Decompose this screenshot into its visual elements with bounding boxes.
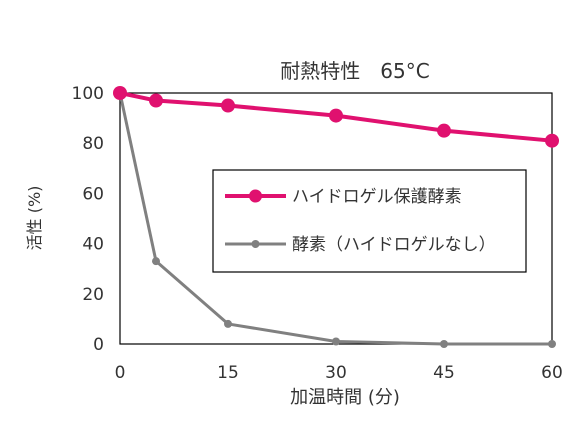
y-tick-label: 80 (82, 134, 104, 154)
data-point-series-1 (113, 86, 127, 100)
y-axis-ticks: 0 20 40 60 80 100 (72, 84, 104, 355)
y-tick-label: 0 (93, 335, 104, 355)
x-tick-label: 0 (115, 363, 126, 383)
data-point-series-1 (545, 133, 559, 148)
x-tick-label: 60 (541, 363, 563, 383)
x-tick-label: 45 (433, 363, 455, 383)
x-axis-label: 加温時間 (分) (290, 387, 400, 408)
data-point-series-1 (329, 108, 343, 123)
legend-swatch-marker-2 (251, 240, 260, 248)
chart-title: 耐熱特性 65°C (280, 59, 429, 83)
y-tick-label: 20 (82, 285, 104, 305)
data-point-series-1 (437, 123, 451, 138)
y-tick-label: 100 (72, 84, 104, 104)
data-point-series-2 (332, 337, 340, 346)
data-point-series-2 (440, 340, 448, 348)
legend: ハイドロゲル保護酵素 酵素（ハイドロゲルなし） (212, 169, 527, 273)
x-tick-label: 30 (325, 363, 347, 383)
data-point-series-1 (221, 98, 235, 113)
y-axis-label: 活性 (%) (25, 186, 44, 251)
x-tick-label: 15 (217, 363, 239, 383)
data-point-series-2 (548, 340, 556, 348)
data-point-series-1 (149, 93, 163, 108)
series-line-2 (118, 92, 552, 346)
data-point-series-2 (224, 319, 232, 328)
legend-box (212, 169, 527, 273)
x-axis-ticks: 0 15 30 45 60 (115, 363, 563, 383)
legend-label-2: 酵素（ハイドロゲルなし） (292, 235, 496, 255)
y-tick-label: 40 (82, 235, 104, 255)
series-layer (113, 86, 559, 348)
legend-swatch-marker-1 (249, 189, 262, 203)
y-tick-label: 60 (82, 184, 104, 204)
legend-label-1: ハイドロゲル保護酵素 (292, 187, 462, 207)
data-point-series-2 (152, 257, 160, 266)
